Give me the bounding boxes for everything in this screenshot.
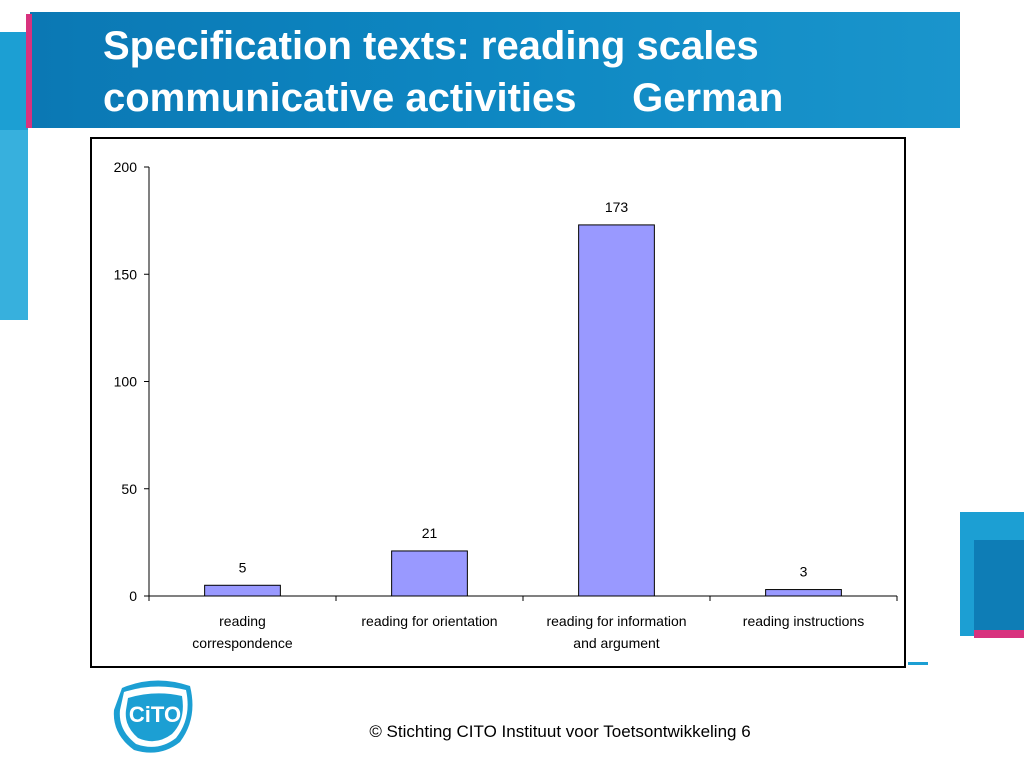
y-tick-label: 50 xyxy=(121,481,137,497)
y-tick-label: 100 xyxy=(114,374,138,390)
cito-logo: CiTO xyxy=(113,680,193,753)
right-decor-pink-stripe xyxy=(974,630,1024,638)
bar xyxy=(391,550,468,597)
data-label: 21 xyxy=(422,525,438,541)
title-accent-stripe xyxy=(26,14,32,128)
data-label: 3 xyxy=(800,564,808,580)
left-decor-bar-light xyxy=(0,130,28,320)
x-category-label: reading correspondence xyxy=(192,613,293,651)
y-tick-label: 150 xyxy=(114,266,138,282)
x-category-label: reading instructions xyxy=(743,613,864,629)
data-label: 5 xyxy=(239,559,247,575)
y-tick-label: 0 xyxy=(129,588,137,604)
x-category-label: reading for information and argument xyxy=(546,613,686,651)
footer-copyright: © Stichting CITO Instituut voor Toetsont… xyxy=(369,722,751,741)
right-decor-line xyxy=(908,662,928,665)
data-label: 173 xyxy=(605,199,629,215)
slide-title: Specification texts: reading scales comm… xyxy=(103,24,784,120)
x-category-label: reading for orientation xyxy=(361,613,497,629)
bar xyxy=(578,224,655,597)
bar xyxy=(765,589,842,597)
chart-frame: 0 50 100 150 200 5 reading correspondence 21 read… xyxy=(90,137,906,668)
bar xyxy=(204,584,281,597)
bar-chart: 0 50 100 150 200 5 reading correspondence 21 read… xyxy=(114,159,898,651)
y-tick-label: 200 xyxy=(114,159,138,175)
logo-text: CiTO xyxy=(129,702,181,727)
title-banner xyxy=(30,12,960,128)
right-decor-block-inner xyxy=(974,540,1024,630)
